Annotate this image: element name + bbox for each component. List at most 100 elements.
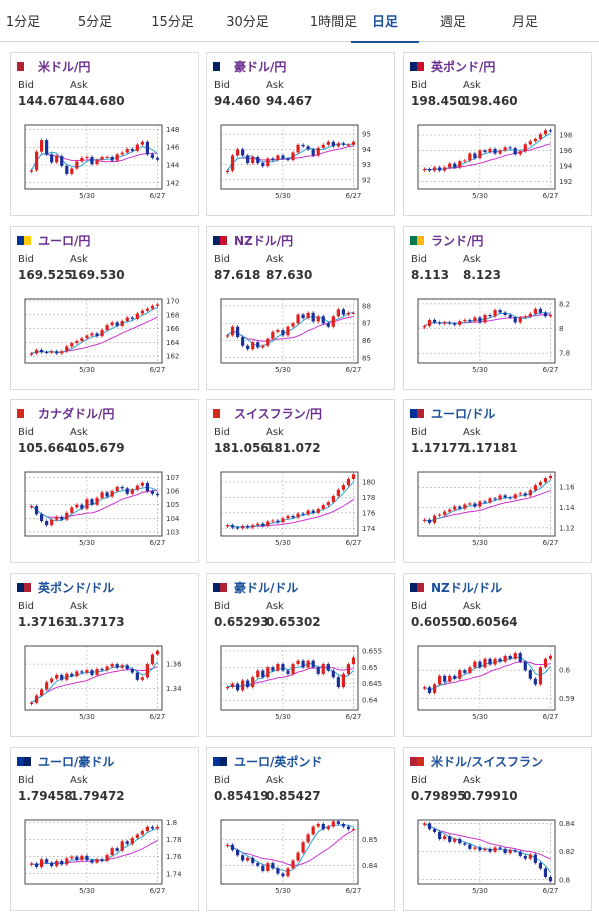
pair-name[interactable]: NZドル/ドル	[431, 580, 503, 595]
bid-value: 1.17177	[411, 441, 466, 455]
card-title[interactable]: カナダドル/円	[17, 405, 114, 421]
rate-card[interactable]: カナダドル/円 Bid Ask 105.664 105.679 103 104 105 106 1…	[10, 399, 199, 563]
tab-4[interactable]: 1時間足	[309, 15, 358, 30]
candle	[351, 829, 356, 831]
price-chart[interactable]: 85 86 87 88 5/30 6/27	[213, 295, 390, 389]
rate-card[interactable]: スイスフラン/円 Bid Ask 181.056 181.072 174 176 178 180…	[206, 399, 395, 563]
card-title[interactable]: 英ポンド/円	[410, 58, 495, 74]
card-title[interactable]: ユーロ/英ポンド	[213, 753, 322, 769]
bid-label: Bid	[214, 775, 230, 786]
pair-name[interactable]: 米ドル/スイスフラン	[431, 754, 544, 769]
candle	[316, 509, 320, 513]
card-title[interactable]: NZドル/ドル	[410, 579, 502, 595]
candle	[60, 860, 64, 865]
rate-card[interactable]: NZドル/ドル Bid Ask 0.60550 0.60564 0.59 0.6 5/30 6/…	[403, 573, 592, 737]
rate-card[interactable]: ランド/円 Bid Ask 8.113 8.123 7.8 8 8.2 5/30 6/27	[403, 226, 592, 390]
price-chart[interactable]: 7.8 8 8.2 5/30 6/27	[410, 295, 587, 389]
card-title[interactable]: 豪ドル/円	[213, 58, 286, 74]
candle	[483, 501, 487, 503]
rate-card[interactable]: 豪ドル/円 Bid Ask 94.460 94.467 92 93 94 95 5/30 6/27	[206, 52, 395, 216]
pair-name[interactable]: ユーロ/豪ドル	[38, 754, 115, 769]
tab-5[interactable]: 日足	[351, 0, 419, 43]
candle	[70, 673, 74, 677]
candle	[110, 322, 114, 326]
candle	[225, 844, 230, 847]
card-title[interactable]: ユーロ/円	[17, 232, 90, 248]
x-tick-label: 6/27	[543, 192, 559, 200]
rate-card[interactable]: ユーロ/英ポンド Bid Ask 0.85419 0.85427 0.84 0.85 5/30…	[206, 747, 395, 911]
candle	[422, 519, 427, 522]
pair-name[interactable]: カナダドル/円	[38, 406, 115, 421]
price-chart[interactable]: 0.8 0.82 0.84 5/30 6/27	[410, 816, 587, 910]
candle	[95, 668, 99, 675]
pair-name[interactable]: スイスフラン/円	[234, 406, 323, 421]
tab-0[interactable]: 1分足	[5, 15, 41, 30]
rate-card[interactable]: ユーロ/円 Bid Ask 169.525 169.530 162 164 166 168 170…	[10, 226, 199, 390]
rate-card[interactable]: 米ドル/スイスフラン Bid Ask 0.79895 0.79910 0.8 0.82 0.8…	[403, 747, 592, 911]
candle	[468, 844, 472, 849]
pair-name[interactable]: 米ドル/円	[38, 59, 91, 74]
rate-card[interactable]: ユーロ/豪ドル Bid Ask 1.79458 1.79472 1.74 1.76 1.78 1…	[10, 747, 199, 911]
pair-name[interactable]: ユーロ/ドル	[431, 406, 496, 421]
candle	[115, 154, 119, 161]
bid-value: 0.60550	[411, 615, 466, 629]
candle	[448, 836, 452, 842]
candle	[95, 497, 99, 505]
rate-card[interactable]: 豪ドル/ドル Bid Ask 0.65293 0.65302 0.64 0.645 0.65 0…	[206, 573, 395, 737]
candle	[105, 666, 109, 671]
card-title[interactable]: NZドル/円	[213, 232, 293, 248]
chart-svg: 0.64 0.645 0.65 0.655 5/30 6/27	[220, 645, 382, 721]
bid-value: 1.79458	[18, 789, 73, 803]
pair-name[interactable]: 英ポンド/円	[431, 59, 496, 74]
price-chart[interactable]: 142 144 146 148 5/30 6/27	[17, 121, 194, 215]
price-chart[interactable]: 162 164 166 168 170 5/30 6/27	[17, 295, 194, 389]
price-chart[interactable]: 1.12 1.14 1.16 5/30 6/27	[410, 468, 587, 562]
pair-name[interactable]: ユーロ/英ポンド	[234, 754, 323, 769]
y-tick-label: 1.78	[166, 836, 182, 844]
candle	[488, 315, 492, 317]
candle	[463, 504, 467, 509]
candle	[341, 309, 346, 315]
candle	[518, 493, 522, 495]
pair-name[interactable]: 豪ドル/円	[234, 59, 287, 74]
price-chart[interactable]: 103 104 105 106 107 5/30 6/27	[17, 468, 194, 562]
rate-card[interactable]: 英ポンド/ドル Bid Ask 1.37163 1.37173 1.34 1.36 5/30 6…	[10, 573, 199, 737]
price-chart[interactable]: 1.74 1.76 1.78 1.8 5/30 6/27	[17, 816, 194, 910]
tab-1[interactable]: 5分足	[77, 15, 113, 30]
pair-name[interactable]: NZドル/円	[234, 233, 294, 248]
pair-name[interactable]: ランド/円	[431, 233, 484, 248]
card-title[interactable]: ランド/円	[410, 232, 483, 248]
pair-name[interactable]: 英ポンド/ドル	[38, 580, 115, 595]
card-title[interactable]: 英ポンド/ドル	[17, 579, 114, 595]
card-title[interactable]: 豪ドル/ドル	[213, 579, 298, 595]
card-title[interactable]: ユーロ/ドル	[410, 405, 495, 421]
price-chart[interactable]: 174 176 178 180 5/30 6/27	[213, 468, 390, 562]
candle	[468, 319, 472, 322]
tab-2[interactable]: 15分足	[151, 15, 194, 30]
price-chart[interactable]: 0.64 0.645 0.65 0.655 5/30 6/27	[213, 642, 390, 736]
price-chart[interactable]: 0.59 0.6 5/30 6/27	[410, 642, 587, 736]
rate-card[interactable]: NZドル/円 Bid Ask 87.618 87.630 85 86 87 88 5/30 6/27	[206, 226, 395, 390]
card-title[interactable]: ユーロ/豪ドル	[17, 753, 114, 769]
rate-card[interactable]: 英ポンド/円 Bid Ask 198.450 198.460 192 194 196 198 5/…	[403, 52, 592, 216]
candle	[306, 660, 310, 668]
rate-card[interactable]: 米ドル/円 Bid Ask 144.678 144.680 142 144 146 148 5/3…	[10, 52, 199, 216]
candle	[432, 319, 437, 323]
card-title[interactable]: スイスフラン/円	[213, 405, 322, 421]
price-chart[interactable]: 0.84 0.85 5/30 6/27	[213, 816, 390, 910]
card-title[interactable]: 米ドル/スイスフラン	[410, 753, 543, 769]
bid-label: Bid	[18, 601, 34, 612]
candle	[533, 138, 537, 142]
candle	[120, 665, 124, 668]
tab-6[interactable]: 週足	[439, 15, 466, 30]
pair-name[interactable]: ユーロ/円	[38, 233, 91, 248]
tab-7[interactable]: 月足	[511, 15, 538, 30]
card-title[interactable]: 米ドル/円	[17, 58, 90, 74]
tab-3[interactable]: 30分足	[226, 15, 269, 30]
price-chart[interactable]: 1.34 1.36 5/30 6/27	[17, 642, 194, 736]
price-chart[interactable]: 92 93 94 95 5/30 6/27	[213, 121, 390, 215]
candle	[427, 319, 432, 327]
rate-card[interactable]: ユーロ/ドル Bid Ask 1.17177 1.17181 1.12 1.14 1.16 5/…	[403, 399, 592, 563]
pair-name[interactable]: 豪ドル/ドル	[234, 580, 299, 595]
price-chart[interactable]: 192 194 196 198 5/30 6/27	[410, 121, 587, 215]
